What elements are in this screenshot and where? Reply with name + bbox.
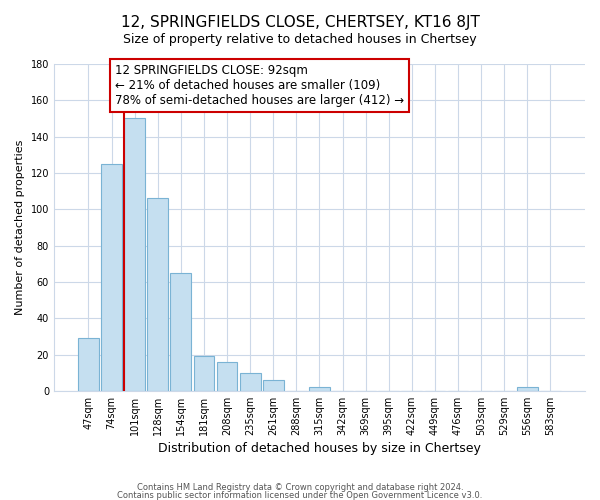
Bar	[124, 118, 145, 391]
Bar	[78, 338, 99, 391]
Bar	[170, 273, 191, 391]
Text: 12, SPRINGFIELDS CLOSE, CHERTSEY, KT16 8JT: 12, SPRINGFIELDS CLOSE, CHERTSEY, KT16 8…	[121, 15, 479, 30]
Bar	[148, 198, 168, 391]
Text: Size of property relative to detached houses in Chertsey: Size of property relative to detached ho…	[123, 32, 477, 46]
Text: Contains HM Land Registry data © Crown copyright and database right 2024.: Contains HM Land Registry data © Crown c…	[137, 484, 463, 492]
Bar	[194, 356, 214, 391]
Bar	[309, 387, 330, 391]
Y-axis label: Number of detached properties: Number of detached properties	[15, 140, 25, 315]
Text: Contains public sector information licensed under the Open Government Licence v3: Contains public sector information licen…	[118, 491, 482, 500]
Text: 12 SPRINGFIELDS CLOSE: 92sqm
← 21% of detached houses are smaller (109)
78% of s: 12 SPRINGFIELDS CLOSE: 92sqm ← 21% of de…	[115, 64, 404, 107]
X-axis label: Distribution of detached houses by size in Chertsey: Distribution of detached houses by size …	[158, 442, 481, 455]
Bar	[217, 362, 238, 391]
Bar	[263, 380, 284, 391]
Bar	[101, 164, 122, 391]
Bar	[517, 387, 538, 391]
Bar	[240, 372, 260, 391]
